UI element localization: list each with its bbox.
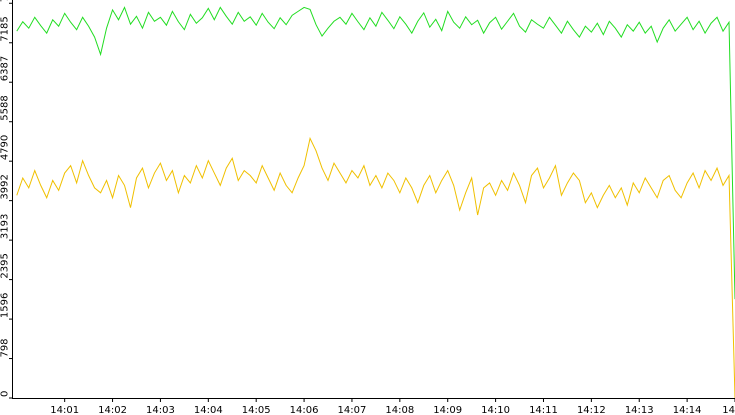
y-tick-label: 3193	[0, 214, 10, 239]
x-tick-label: 14:14	[673, 405, 702, 415]
y-tick-label: 4790	[0, 135, 10, 160]
y-tick-label: 798	[0, 338, 10, 357]
y-tick-label: 0	[0, 391, 10, 397]
x-tick-label: 14:13	[625, 405, 654, 415]
x-tick-label: 14:08	[385, 405, 414, 415]
x-tick-label: 14:11	[529, 405, 558, 415]
series-line	[16, 136, 735, 399]
y-tick-label: 6387	[0, 56, 10, 81]
x-tick-label: 14:03	[146, 405, 175, 415]
y-tick-label: 7984	[0, 0, 10, 2]
x-tick-label: 14:04	[194, 405, 223, 415]
x-tick-label: 14:07	[338, 405, 367, 415]
x-tick-label: 14:12	[577, 405, 606, 415]
y-tick-label: 3992	[0, 174, 10, 199]
y-tick-label: 2395	[0, 253, 10, 278]
x-tick-label: 14:10	[481, 405, 510, 415]
x-tick-label: 14:05	[242, 405, 271, 415]
x-tick-label: 14:06	[290, 405, 319, 415]
x-tick-label: 14:01	[50, 405, 79, 415]
x-tick-label: 14	[722, 405, 735, 415]
x-tick-label: 14:09	[433, 405, 462, 415]
series-line	[16, 6, 735, 300]
x-tick-label: 14:02	[98, 405, 127, 415]
y-tick-label: 1596	[0, 293, 10, 318]
y-tick-label: 7185	[0, 16, 10, 41]
y-tick-label: 5588	[0, 95, 10, 120]
